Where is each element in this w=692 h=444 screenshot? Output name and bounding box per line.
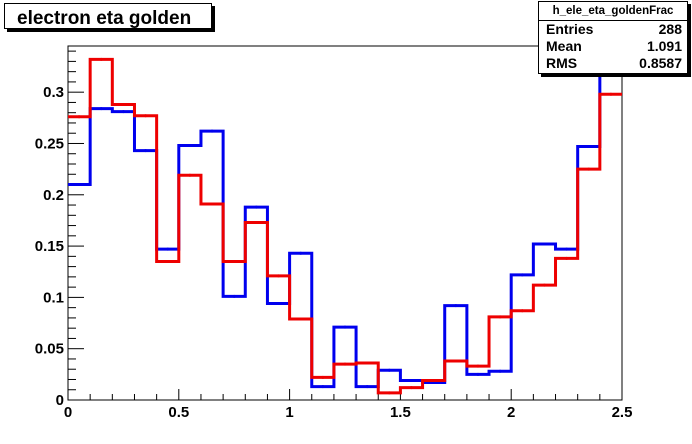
chart-title-box: electron eta golden (4, 3, 212, 29)
series-0-bin (144, 149, 148, 153)
series-1-bin (232, 259, 236, 263)
y-tick-label: 0.05 (35, 341, 64, 358)
series-0-bin (232, 294, 236, 298)
series-1-bin (121, 102, 125, 106)
stats-label: RMS (546, 55, 578, 71)
series-1-bin (498, 315, 502, 319)
stats-box: h_ele_eta_goldenFrac Entries 288 Mean 1.… (538, 1, 688, 74)
series-1-bin (277, 274, 281, 278)
series-1-bin (387, 391, 391, 395)
stats-row-entries: Entries 288 (539, 21, 687, 38)
series-0-bin (299, 251, 303, 255)
series-1-bin (254, 220, 258, 224)
series-1-bin (609, 92, 613, 96)
series-1-bin (432, 379, 436, 383)
series-0-bin (587, 145, 591, 149)
y-tick-label: 0.3 (43, 84, 64, 101)
series-0-bin (321, 385, 325, 389)
series-1-bin (166, 259, 170, 263)
series-1-bin (210, 202, 214, 206)
series-0-bin (343, 325, 347, 329)
stats-value: 1.091 (646, 38, 682, 54)
series-1-bin (409, 386, 413, 390)
series-0-bin (254, 205, 258, 209)
plot-frame (67, 45, 623, 401)
x-tick-label: 2 (507, 404, 515, 421)
series-1-bin (454, 359, 458, 363)
series-1-bin (520, 309, 524, 313)
x-tick-label: 0.5 (168, 404, 189, 421)
x-tick-label: 2.5 (612, 404, 633, 421)
series-0-bin (365, 385, 369, 389)
x-tick-label: 0 (64, 404, 72, 421)
stats-row-rms: RMS 0.8587 (539, 55, 687, 72)
stats-histogram-name: h_ele_eta_goldenFrac (539, 2, 687, 21)
series-0-bin (520, 273, 524, 277)
series-0-bin (277, 302, 281, 306)
series-1-bin (144, 114, 148, 118)
x-tick-label: 1 (285, 404, 293, 421)
series-1-bin (77, 115, 81, 119)
y-tick-label: 0.15 (35, 238, 64, 255)
stats-value: 0.8587 (639, 55, 682, 71)
stats-row-mean: Mean 1.091 (539, 38, 687, 55)
series-1-bin (343, 362, 347, 366)
y-axis: 0 0.05 0.1 0.15 0.2 0.25 0.3 (35, 50, 84, 409)
series-0-bin (476, 372, 480, 376)
series-1-bin (321, 375, 325, 379)
series-0-bin (99, 107, 103, 111)
series-1-bin (565, 256, 569, 260)
y-tick-label: 0.1 (43, 289, 64, 306)
chart-title: electron eta golden (17, 8, 192, 29)
stats-label: Mean (546, 38, 582, 54)
series-1-bin (476, 364, 480, 368)
series-0-bin (498, 369, 502, 373)
series-0-bin (565, 247, 569, 251)
series-0-bin (409, 379, 413, 383)
series-1-bin (365, 361, 369, 365)
series-1-bin (587, 167, 591, 171)
series-0-bin (210, 129, 214, 133)
series-1-bin (542, 283, 546, 287)
x-axis: 0 0.5 1 1.5 2 2.5 (64, 389, 633, 421)
series-0-bin (77, 183, 81, 187)
y-tick-label: 0 (56, 392, 64, 409)
x-tick-label: 1.5 (390, 404, 411, 421)
stats-label: Entries (546, 21, 594, 37)
stats-value: 288 (658, 21, 682, 37)
series-0-bin (166, 247, 170, 251)
series-0-bin (121, 110, 125, 114)
y-tick-label: 0.25 (35, 135, 64, 152)
series-1-bin (188, 173, 192, 177)
y-tick-label: 0.2 (43, 187, 64, 204)
series-1-bin (299, 317, 303, 321)
series-1-bin (99, 57, 103, 61)
series-0-bin (542, 242, 546, 246)
series-0-bin (387, 368, 391, 372)
series-0-bin (188, 144, 192, 148)
series-0-bin (454, 304, 458, 308)
